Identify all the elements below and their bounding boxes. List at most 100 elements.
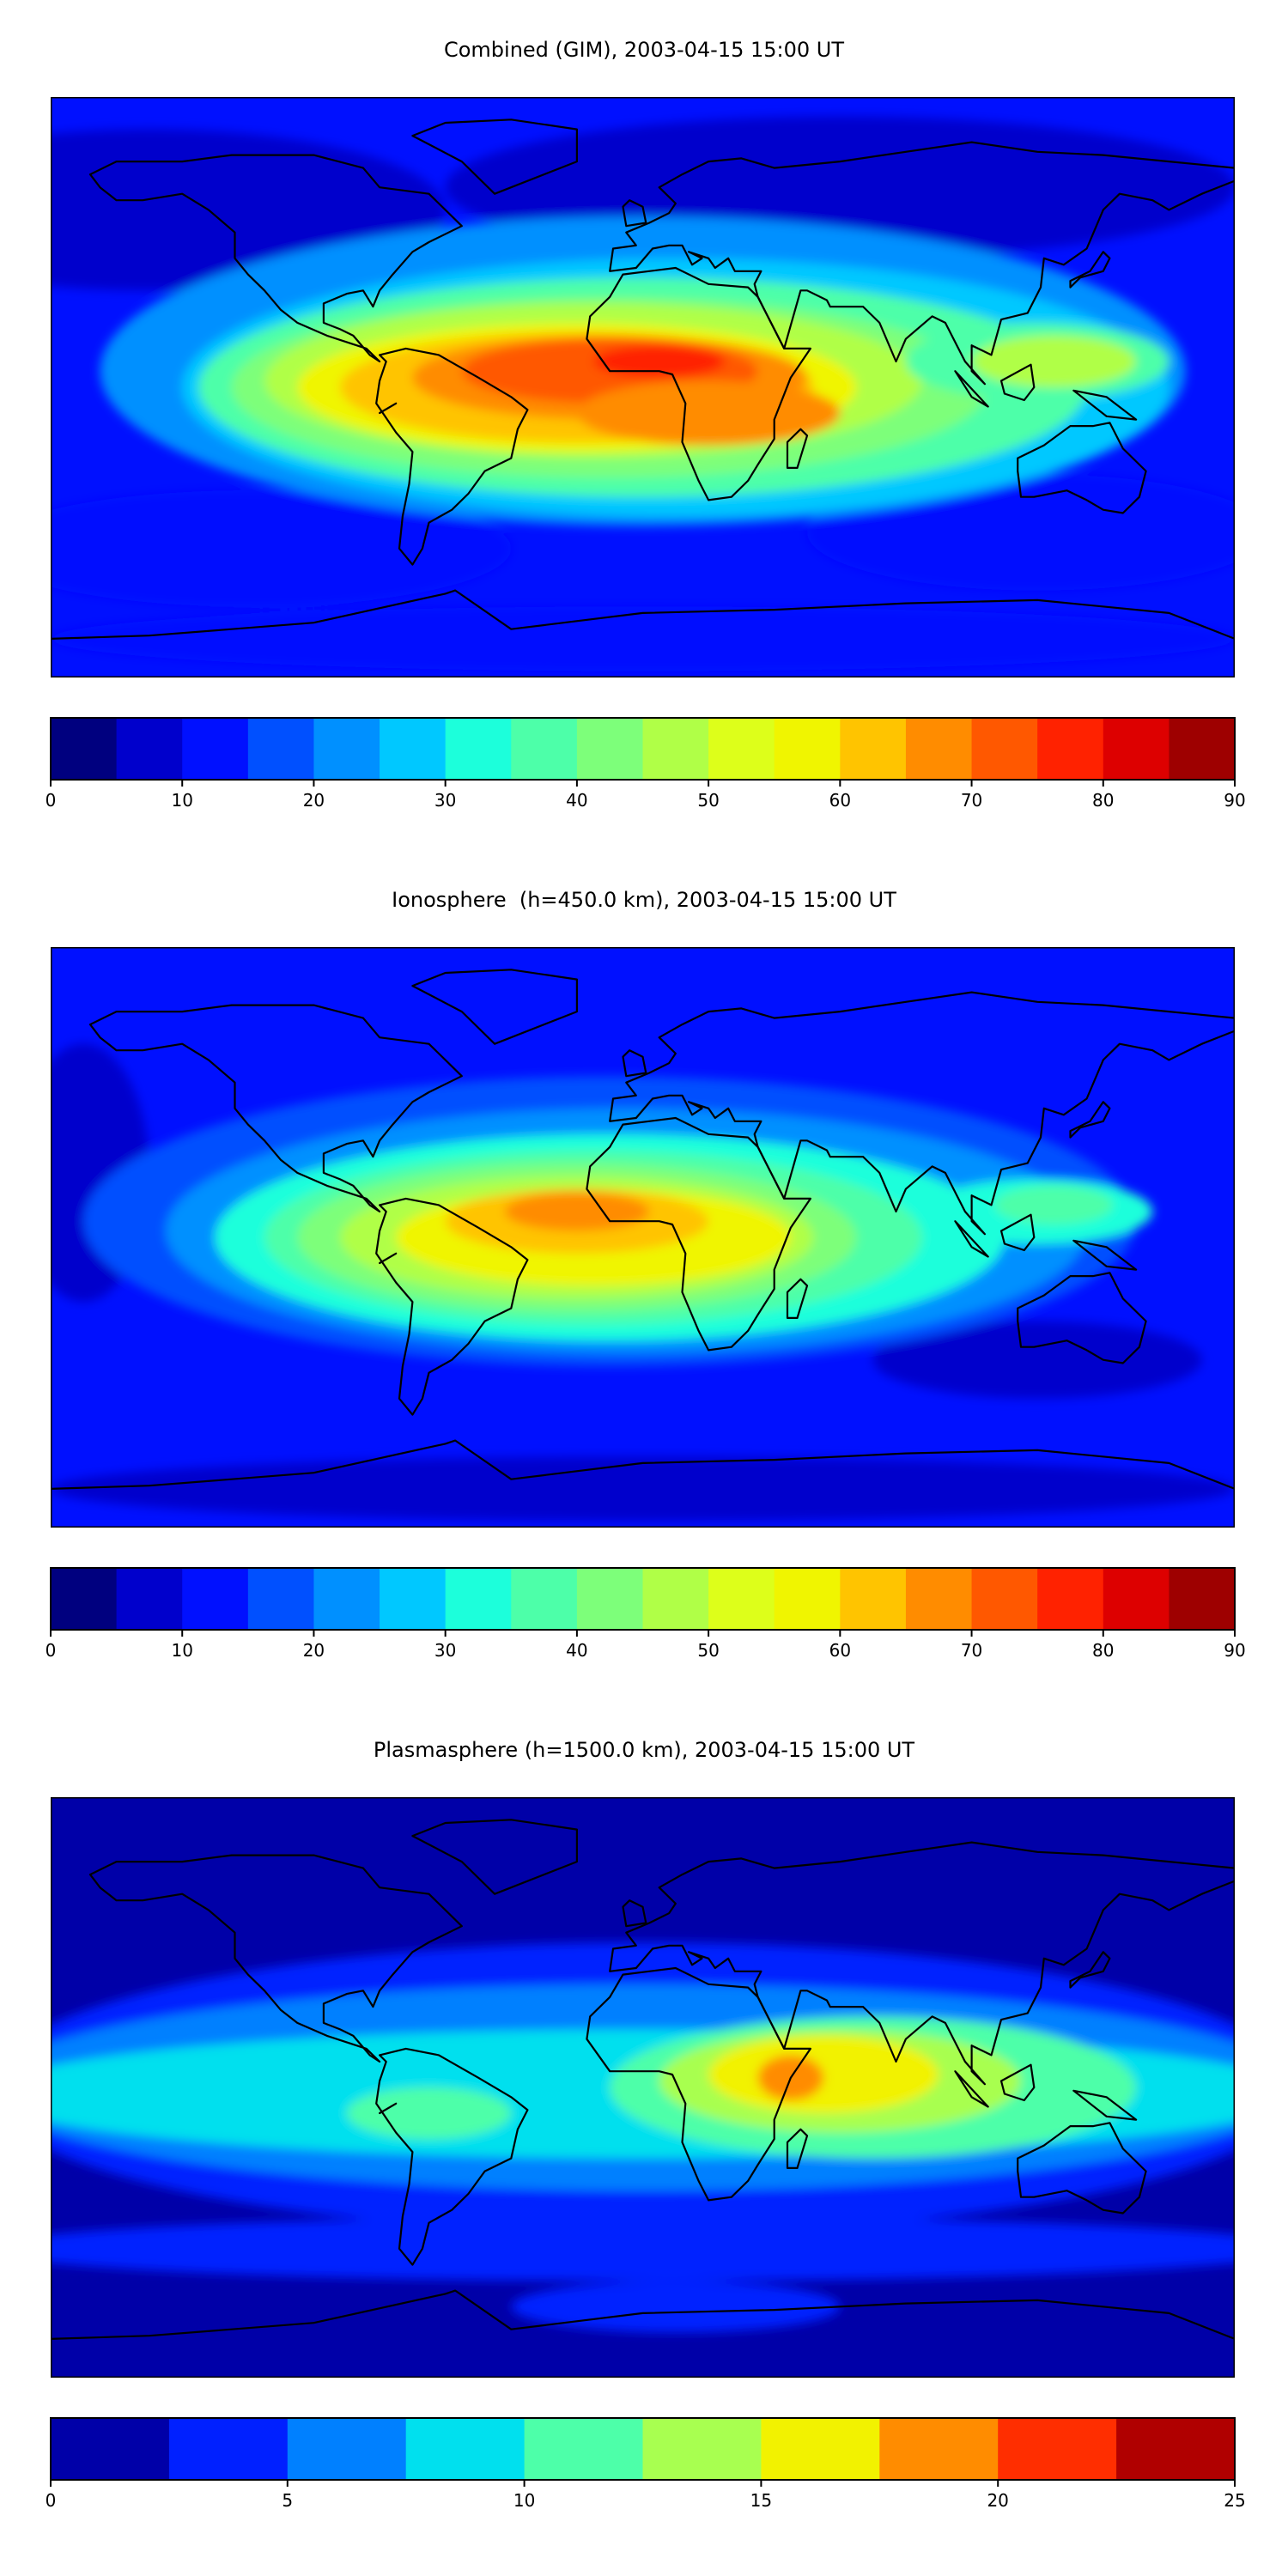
coastline — [609, 141, 1235, 386]
colorbar-bin — [971, 1568, 1038, 1630]
coastline — [609, 1841, 1235, 2086]
colorbar-tick-label: 80 — [1092, 790, 1115, 811]
colorbar-tick-label: 20 — [987, 2490, 1009, 2511]
colorbar-tick-label: 20 — [302, 790, 325, 811]
colorbar-tick-label: 90 — [1224, 1640, 1246, 1661]
panel2-title: Ionosphere (h=450.0 km), 2003-04-15 15:0… — [392, 888, 896, 912]
coastline — [954, 2070, 989, 2108]
coastline — [999, 2063, 1036, 2102]
panel1-colorbar — [50, 717, 1236, 787]
field-contour — [51, 2216, 1235, 2281]
colorbar-bin — [247, 718, 314, 780]
colorbar-tick-label: 30 — [434, 790, 457, 811]
colorbar-bin — [708, 718, 775, 780]
colorbar-tick-label: 40 — [566, 1640, 588, 1661]
colorbar-tick-label: 15 — [750, 2490, 773, 2511]
field-contour — [51, 1456, 1235, 1522]
colorbar-bin — [1116, 2418, 1236, 2480]
colorbar-bin — [642, 2418, 762, 2480]
colorbar-tick-label: 10 — [171, 790, 193, 811]
colorbar-tick-label: 20 — [302, 1640, 325, 1661]
colorbar-bin — [971, 718, 1038, 780]
coastline — [1069, 1101, 1111, 1139]
panel3-map — [51, 1797, 1235, 2378]
coastline — [1017, 1272, 1147, 1364]
coastline — [1017, 422, 1147, 514]
colorbar-tick-label: 70 — [960, 790, 983, 811]
panel2-colorbar-ticks: 0 10 20 30 40 50 60 70 80 90 — [46, 1640, 1246, 1666]
colorbar-tick-label: 60 — [829, 790, 852, 811]
coastline — [586, 266, 811, 501]
colorbar-bin — [51, 2418, 170, 2480]
panel2-map — [51, 947, 1235, 1528]
coastline — [1017, 2122, 1147, 2215]
colorbar-bin — [51, 1568, 118, 1630]
colorbar-bin — [380, 1568, 447, 1630]
colorbar-bin — [708, 1568, 775, 1630]
coastline — [1072, 389, 1138, 421]
colorbar-tick-label: 25 — [1224, 2490, 1246, 2511]
panel1-title: Combined (GIM), 2003-04-15 15:00 UT — [443, 38, 845, 62]
colorbar-bin — [879, 2418, 999, 2480]
coastline — [954, 1220, 989, 1258]
colorbar-tick-label: 30 — [434, 1640, 457, 1661]
panel3-colorbar-ticks: 0 5 10 15 20 25 — [46, 2490, 1246, 2516]
coastline — [1069, 251, 1111, 289]
coastline — [51, 2289, 1235, 2378]
colorbar-bin — [1103, 718, 1170, 780]
colorbar-bin — [576, 1568, 643, 1630]
coastline — [88, 1004, 463, 1213]
coastline — [88, 154, 463, 363]
colorbar-tick-label: 5 — [282, 2490, 294, 2511]
colorbar-bin — [313, 1568, 380, 1630]
field-contour — [504, 1192, 650, 1231]
coastline — [1072, 1239, 1138, 1271]
colorbar-bin — [116, 1568, 183, 1630]
coastline — [411, 1819, 578, 1895]
coastline — [379, 2102, 398, 2115]
colorbar-bin — [182, 1568, 249, 1630]
coastline — [786, 2128, 809, 2169]
coastline — [375, 347, 529, 566]
coastline — [411, 969, 578, 1045]
colorbar-bin — [445, 718, 512, 780]
coastline — [88, 1854, 463, 2063]
colorbar-bin — [380, 718, 447, 780]
colorbar-bin — [905, 718, 973, 780]
colorbar-tick-label: 0 — [45, 1640, 57, 1661]
field-contour — [593, 345, 726, 378]
panel1-map — [51, 97, 1235, 677]
colorbar-bin — [840, 718, 907, 780]
colorbar-bin — [1037, 718, 1104, 780]
field-contour — [346, 2087, 512, 2140]
colorbar-bin — [445, 1568, 512, 1630]
colorbar-bin — [774, 718, 841, 780]
coastline — [622, 1899, 647, 1928]
coastline — [786, 428, 809, 469]
colorbar-bin — [1103, 1568, 1170, 1630]
coastline — [379, 402, 398, 415]
colorbar-tick-label: 50 — [697, 1640, 720, 1661]
colorbar-tick-label: 90 — [1224, 790, 1246, 811]
colorbar-bin — [287, 2418, 407, 2480]
coastline — [586, 1116, 811, 1352]
coastline — [51, 1439, 1235, 1528]
colorbar-bin — [182, 718, 249, 780]
colorbar-bin — [511, 718, 578, 780]
colorbar-bin — [642, 1568, 709, 1630]
colorbar-bin — [761, 2418, 880, 2480]
colorbar-bin — [1169, 718, 1236, 780]
panel3-colorbar — [50, 2417, 1236, 2487]
coastline — [1069, 1951, 1111, 1989]
colorbar-bin — [247, 1568, 314, 1630]
colorbar-tick-label: 40 — [566, 790, 588, 811]
coastline — [954, 370, 989, 408]
colorbar-bin — [511, 1568, 578, 1630]
panel1-colorbar-ticks: 0 10 20 30 40 50 60 70 80 90 — [46, 790, 1246, 816]
colorbar-bin — [1169, 1568, 1236, 1630]
field-contour — [511, 2281, 841, 2333]
field-contour — [872, 1321, 1202, 1399]
colorbar-bin — [642, 718, 709, 780]
coastline — [609, 991, 1235, 1236]
colorbar-tick-label: 0 — [45, 2490, 57, 2511]
